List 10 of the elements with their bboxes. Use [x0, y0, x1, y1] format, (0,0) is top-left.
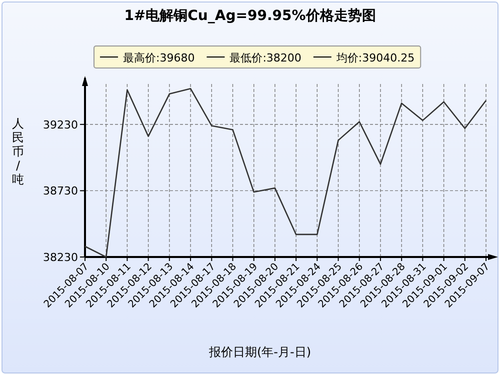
text: 最低价:38200 — [230, 52, 302, 64]
line-series — [84, 88, 487, 258]
text: 最高价:39680 — [123, 52, 195, 64]
y-axis-title: 人民币/吨 — [12, 116, 24, 186]
y-tick-label: 38230 — [43, 251, 78, 264]
y-tick-label: 38730 — [43, 184, 78, 198]
x-axis-title: 报价日期(年-月-日) — [208, 345, 312, 359]
chart-title: 1#电解铜Cu_Ag=99.95%价格走势图 — [124, 8, 376, 24]
y-tick-label: 39230 — [43, 118, 78, 132]
text: 均价:39040.25 — [335, 52, 415, 64]
